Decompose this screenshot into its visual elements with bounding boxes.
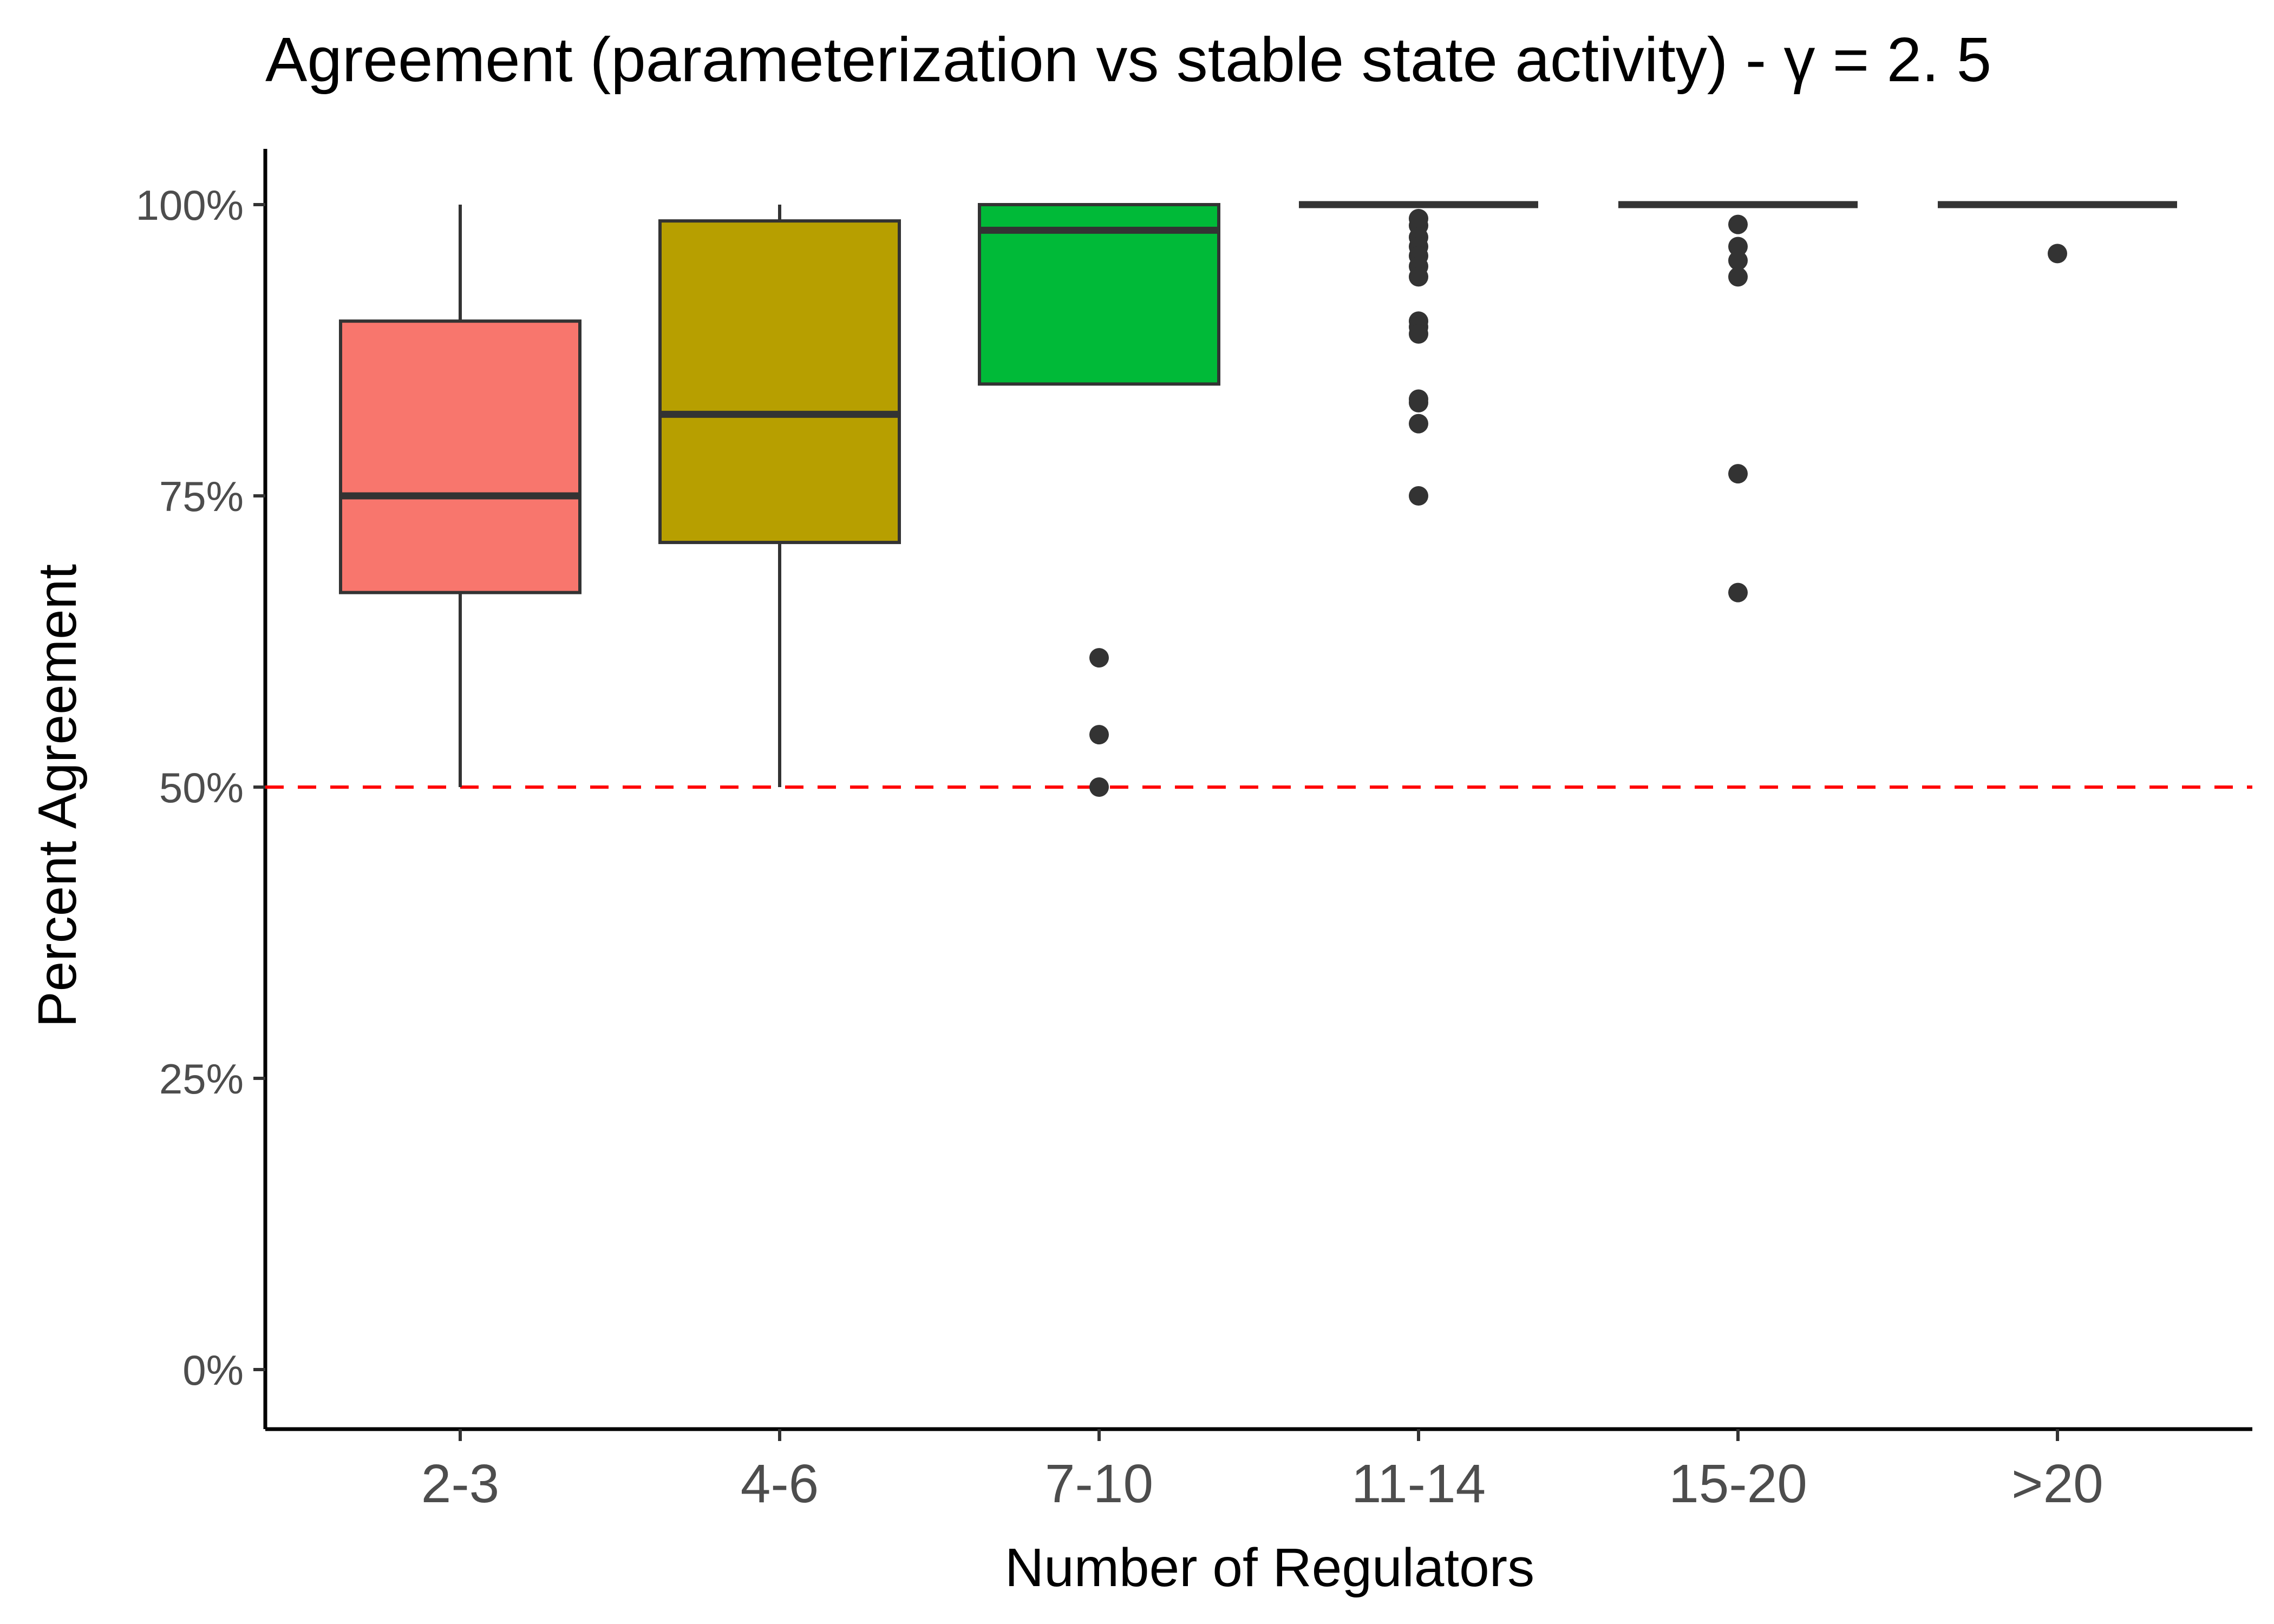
box-body (339, 319, 581, 594)
x-axis-title: Number of Regulators (1005, 1537, 1534, 1598)
box-11-14 (1299, 201, 1538, 506)
outlier-point (1409, 392, 1428, 412)
box-15-20 (1618, 201, 1858, 603)
outlier-point (1089, 777, 1109, 797)
outlier-point (1728, 464, 1748, 484)
x-tick-label: 7-10 (1045, 1453, 1153, 1514)
outlier-point (1728, 214, 1748, 234)
outlier-point (1728, 582, 1748, 603)
y-tick-label: 0% (182, 1346, 244, 1394)
x-tick-label: 15-20 (1669, 1453, 1807, 1514)
y-tick-label: 100% (136, 181, 244, 229)
y-axis-title: Percent Agreement (27, 564, 88, 1027)
box-body (658, 219, 901, 545)
outlier-point (1728, 251, 1748, 271)
box-2-3 (339, 205, 581, 787)
x-tick-label: 4-6 (741, 1453, 819, 1514)
outlier-point (1409, 414, 1428, 434)
outlier-point (1409, 324, 1428, 344)
plot-area: 0% 25% 50% 75% 100% 2-3 4-6 7-10 11-14 15-20 >20 (136, 149, 2252, 1514)
outlier-point (1728, 267, 1748, 287)
y-tick-label: 50% (159, 764, 244, 811)
box-body (978, 203, 1220, 386)
outlier-point (1728, 237, 1748, 257)
x-tick-label: 11-14 (1351, 1453, 1486, 1514)
x-tick-label: 2-3 (421, 1453, 500, 1514)
outlier-point (2048, 244, 2067, 264)
box-4-6 (658, 205, 901, 787)
outlier-point (1409, 486, 1428, 506)
outlier-point (1089, 725, 1109, 745)
outlier-point (1089, 648, 1109, 668)
outlier-point (1409, 267, 1428, 287)
chart-title: Agreement (parameterization vs stable st… (265, 24, 1991, 95)
x-tick-label: >20 (2011, 1453, 2103, 1514)
y-tick-label: 75% (159, 473, 244, 520)
box->20 (1938, 201, 2177, 264)
y-tick-label: 25% (159, 1055, 244, 1103)
box-7-10 (978, 203, 1220, 797)
